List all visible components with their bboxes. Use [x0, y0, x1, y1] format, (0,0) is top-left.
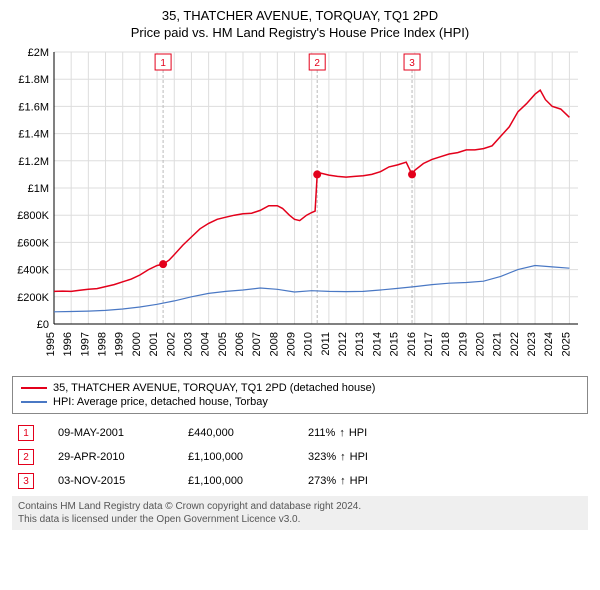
svg-text:£1.4M: £1.4M [18, 129, 49, 141]
svg-text:2: 2 [314, 58, 320, 69]
svg-text:£800K: £800K [17, 210, 49, 222]
sale-hpi-suffix: HPI [350, 451, 368, 463]
svg-text:2001: 2001 [148, 332, 160, 356]
legend: 35, THATCHER AVENUE, TORQUAY, TQ1 2PD (d… [12, 376, 588, 414]
svg-text:£0: £0 [37, 319, 49, 331]
svg-text:£1.8M: £1.8M [18, 74, 49, 86]
titles: 35, THATCHER AVENUE, TORQUAY, TQ1 2PD Pr… [12, 8, 588, 40]
sale-hpi-suffix: HPI [350, 475, 368, 487]
arrow-up-icon: ↑ [340, 475, 346, 487]
sales-row: 2 29-APR-2010£1,100,000323% ↑ HPI [12, 446, 588, 470]
sale-hpi: 323% ↑ HPI [308, 451, 368, 463]
svg-text:2003: 2003 [182, 332, 194, 356]
svg-text:2024: 2024 [543, 332, 555, 356]
svg-text:1999: 1999 [114, 332, 126, 356]
sales-row: 1 09-MAY-2001£440,000211% ↑ HPI [12, 422, 588, 446]
svg-text:2004: 2004 [200, 332, 212, 356]
sale-hpi: 211% ↑ HPI [308, 427, 367, 439]
legend-label: HPI: Average price, detached house, Torb… [53, 396, 268, 408]
legend-item: 35, THATCHER AVENUE, TORQUAY, TQ1 2PD (d… [21, 381, 579, 395]
sale-marker: 3 [18, 473, 34, 489]
sale-marker: 1 [18, 425, 34, 441]
svg-text:2019: 2019 [457, 332, 469, 356]
sale-pct: 323% [308, 451, 336, 463]
chart-svg: £0 £200K £400K £600K £800K £1M £1.2M £1.4M £1.6M… [12, 42, 588, 372]
sale-marker: 2 [18, 449, 34, 465]
svg-text:2013: 2013 [354, 332, 366, 356]
svg-text:2021: 2021 [492, 332, 504, 356]
svg-text:£1.6M: £1.6M [18, 101, 49, 113]
svg-text:2022: 2022 [509, 332, 521, 356]
arrow-up-icon: ↑ [340, 451, 346, 463]
legend-swatch [21, 401, 47, 403]
svg-text:2011: 2011 [320, 332, 332, 356]
svg-text:£200K: £200K [17, 292, 49, 304]
legend-swatch [21, 387, 47, 389]
svg-text:2016: 2016 [406, 332, 418, 356]
svg-text:1996: 1996 [62, 332, 74, 356]
sale-date: 29-APR-2010 [58, 451, 188, 463]
sales-table: 109-MAY-2001£440,000211%↑HPI229-APR-2010… [12, 422, 588, 494]
svg-text:2017: 2017 [423, 332, 435, 356]
svg-text:2000: 2000 [131, 332, 143, 356]
arrow-up-icon: ↑ [339, 427, 345, 439]
sale-pct: 273% [308, 475, 336, 487]
chart: £0 £200K £400K £600K £800K £1M £1.2M £1.4M £1.6M… [12, 42, 588, 372]
svg-text:2025: 2025 [560, 332, 572, 356]
svg-text:2015: 2015 [389, 332, 401, 356]
svg-text:2005: 2005 [217, 332, 229, 356]
footer-line2: This data is licensed under the Open Gov… [18, 513, 582, 526]
sales-row: 3 03-NOV-2015£1,100,000273% ↑ HPI [12, 470, 588, 494]
svg-text:1: 1 [160, 58, 166, 69]
svg-text:2023: 2023 [526, 332, 538, 356]
svg-text:1995: 1995 [45, 332, 57, 356]
svg-text:2002: 2002 [165, 332, 177, 356]
sale-hpi-suffix: HPI [349, 427, 367, 439]
svg-text:1997: 1997 [79, 332, 91, 356]
subtitle: Price paid vs. HM Land Registry's House … [12, 25, 588, 40]
svg-text:£1M: £1M [28, 183, 49, 195]
footer: Contains HM Land Registry data © Crown c… [12, 496, 588, 530]
legend-item: HPI: Average price, detached house, Torb… [21, 395, 579, 409]
figure-container: 35, THATCHER AVENUE, TORQUAY, TQ1 2PD Pr… [0, 0, 600, 590]
footer-line1: Contains HM Land Registry data © Crown c… [18, 500, 582, 513]
svg-text:2020: 2020 [475, 332, 487, 356]
title: 35, THATCHER AVENUE, TORQUAY, TQ1 2PD [12, 8, 588, 23]
sale-price: £1,100,000 [188, 475, 308, 487]
svg-text:£2M: £2M [28, 47, 49, 59]
svg-text:£600K: £600K [17, 237, 49, 249]
svg-text:2008: 2008 [268, 332, 280, 356]
svg-text:2006: 2006 [234, 332, 246, 356]
svg-text:2014: 2014 [371, 332, 383, 356]
sale-date: 03-NOV-2015 [58, 475, 188, 487]
legend-label: 35, THATCHER AVENUE, TORQUAY, TQ1 2PD (d… [53, 382, 375, 394]
sale-price: £1,100,000 [188, 451, 308, 463]
svg-text:3: 3 [409, 58, 415, 69]
sale-price: £440,000 [188, 427, 308, 439]
svg-text:2012: 2012 [337, 332, 349, 356]
svg-text:£400K: £400K [17, 265, 49, 277]
svg-text:2018: 2018 [440, 332, 452, 356]
svg-text:1998: 1998 [97, 332, 109, 356]
sale-pct: 211% [308, 427, 335, 439]
sale-date: 09-MAY-2001 [58, 427, 188, 439]
svg-text:2007: 2007 [251, 332, 263, 356]
svg-text:2009: 2009 [286, 332, 298, 356]
sale-hpi: 273% ↑ HPI [308, 475, 368, 487]
svg-text:2010: 2010 [303, 332, 315, 356]
svg-text:£1.2M: £1.2M [18, 156, 49, 168]
